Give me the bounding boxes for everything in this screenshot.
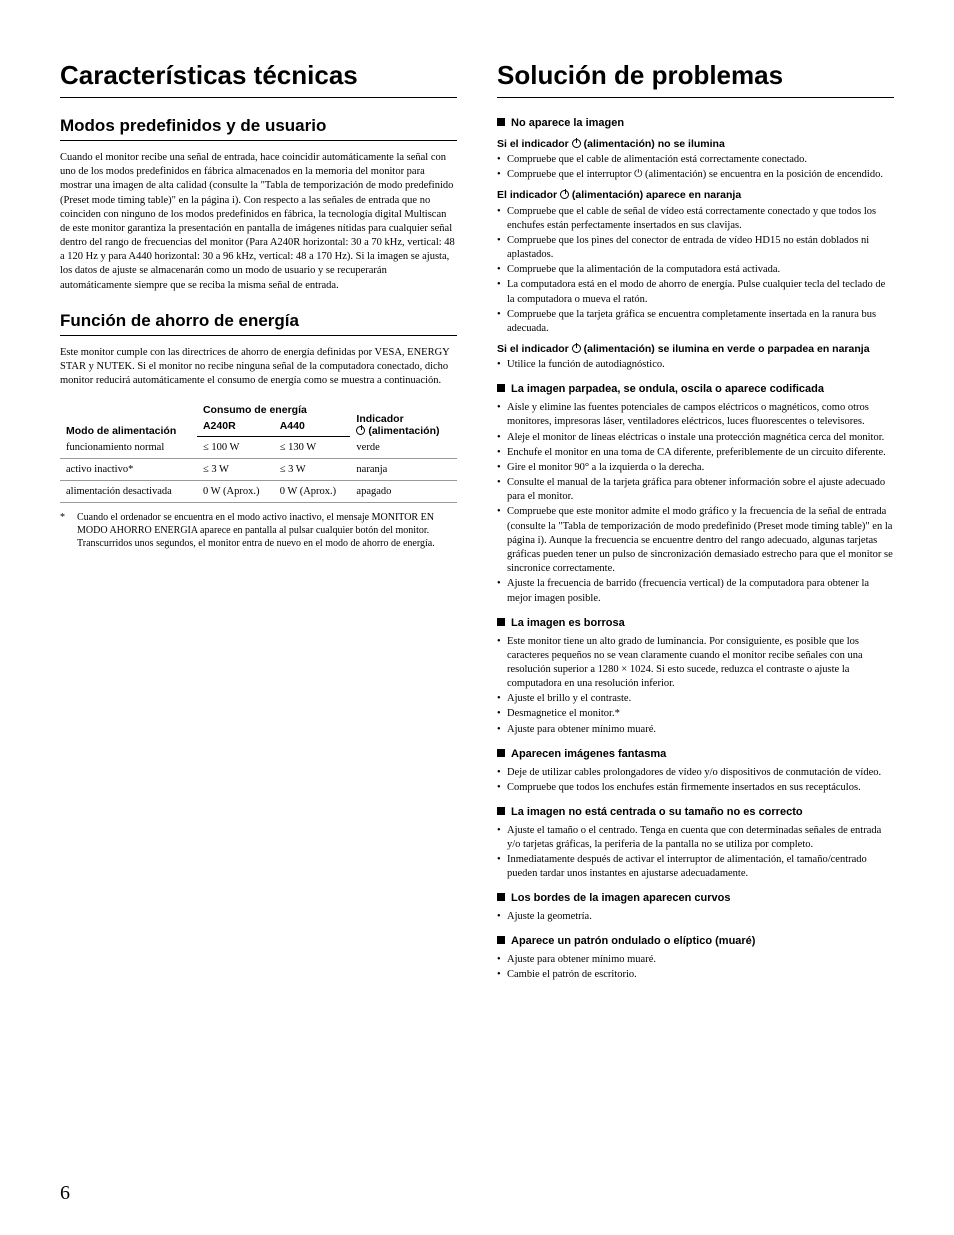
th-a440: A440 [274,416,351,437]
list-flicker: Aísle y elimine las fuentes potenciales … [497,401,894,605]
list-item: Ajuste la frecuencia de barrido (frecuen… [497,577,894,605]
list-curved-edges: Ajuste la geometría. [497,910,894,924]
power-table: Modo de alimentación Consumo de energía … [60,400,457,503]
list-centering: Ajuste el tamaño o el centrado. Tenga en… [497,824,894,882]
footnote-mark: * [60,511,65,550]
subhead-ghost: Aparecen imágenes fantasma [497,747,894,762]
heading-troubleshooting: Solución de problemas [497,60,894,98]
list-item: Consulte el manual de la tarjeta gráfica… [497,476,894,504]
list-item: Deje de utilizar cables prolongadores de… [497,766,894,780]
list-blurry: Este monitor tiene un alto grado de lumi… [497,635,894,737]
list-item: Ajuste la geometría. [497,910,894,924]
subhead-centering: La imagen no está centrada o su tamaño n… [497,805,894,820]
list-indicator-orange: Compruebe que el cable de señal de vídeo… [497,205,894,337]
page-number: 6 [60,1182,70,1205]
list-item: Compruebe que los pines del conector de … [497,234,894,262]
th-a240r: A240R [197,416,274,437]
para-preset-modes: Cuando el monitor recibe una señal de en… [60,151,457,293]
list-item: Ajuste el tamaño o el centrado. Tenga en… [497,824,894,852]
left-column: Características técnicas Modos predefini… [60,60,457,989]
list-item: Aleje el monitor de líneas eléctricas o … [497,431,894,445]
list-item: Compruebe que el interruptor ⏻ (alimenta… [497,168,894,182]
footnote: * Cuando el ordenador se encuentra en el… [60,511,457,550]
list-indicator-off: Compruebe que el cable de alimentación e… [497,153,894,182]
list-item: Compruebe que el cable de alimentación e… [497,153,894,167]
list-item: Este monitor tiene un alto grado de lumi… [497,635,894,692]
th-consumption: Consumo de energía [197,400,350,416]
list-item: Utilice la función de autodiagnóstico. [497,358,894,372]
subhead-moire: Aparece un patrón ondulado o elíptico (m… [497,934,894,949]
list-item: Inmediatamente después de activar el int… [497,853,894,881]
power-icon [572,344,581,353]
list-item: Ajuste para obtener mínimo muaré. [497,953,894,967]
heading-power-saving: Función de ahorro de energía [60,311,457,336]
list-ghost: Deje de utilizar cables prolongadores de… [497,766,894,795]
table-row: activo inactivo* ≤ 3 W ≤ 3 W naranja [60,459,457,481]
list-indicator-green-blink: Utilice la función de autodiagnóstico. [497,358,894,372]
heading-preset-modes: Modos predefinidos y de usuario [60,116,457,141]
cond-indicator-green-blink: Si el indicador (alimentación) se ilumin… [497,342,894,356]
th-mode: Modo de alimentación [60,400,197,437]
para-power-saving: Este monitor cumple con las directrices … [60,346,457,389]
list-item: Ajuste para obtener mínimo muaré. [497,723,894,737]
list-item: Compruebe que el cable de señal de vídeo… [497,205,894,233]
subhead-no-image: No aparece la imagen [497,116,894,131]
cond-indicator-off: Si el indicador (alimentación) no se ilu… [497,137,894,151]
power-icon [356,426,365,435]
table-row: alimentación desactivada 0 W (Aprox.) 0 … [60,481,457,503]
list-item: La computadora está en el modo de ahorro… [497,278,894,306]
cond-indicator-orange: El indicador (alimentación) aparece en n… [497,188,894,202]
subhead-curved-edges: Los bordes de la imagen aparecen curvos [497,891,894,906]
list-item: Compruebe que la tarjeta gráfica se encu… [497,308,894,336]
list-item: Ajuste el brillo y el contraste. [497,692,894,706]
right-column: Solución de problemas No aparece la imag… [497,60,894,989]
list-item: Desmagnetice el monitor.* [497,707,894,721]
list-item: Compruebe que todos los enchufes están f… [497,781,894,795]
list-item: Gire el monitor 90° a la izquierda o la … [497,461,894,475]
list-moire: Ajuste para obtener mínimo muaré. Cambie… [497,953,894,982]
list-item: Aísle y elimine las fuentes potenciales … [497,401,894,429]
footnote-text: Cuando el ordenador se encuentra en el m… [77,511,457,550]
th-indicator: Indicador (alimentación) [350,400,457,437]
subhead-blurry: La imagen es borrosa [497,616,894,631]
heading-characteristics: Características técnicas [60,60,457,98]
list-item: Compruebe que la alimentación de la comp… [497,263,894,277]
table-row: funcionamiento normal ≤ 100 W ≤ 130 W ve… [60,437,457,459]
list-item: Compruebe que este monitor admite el mod… [497,505,894,576]
list-item: Cambie el patrón de escritorio. [497,968,894,982]
subhead-flicker: La imagen parpadea, se ondula, oscila o … [497,382,894,397]
power-icon [560,190,569,199]
list-item: Enchufe el monitor en una toma de CA dif… [497,446,894,460]
power-icon [572,139,581,148]
